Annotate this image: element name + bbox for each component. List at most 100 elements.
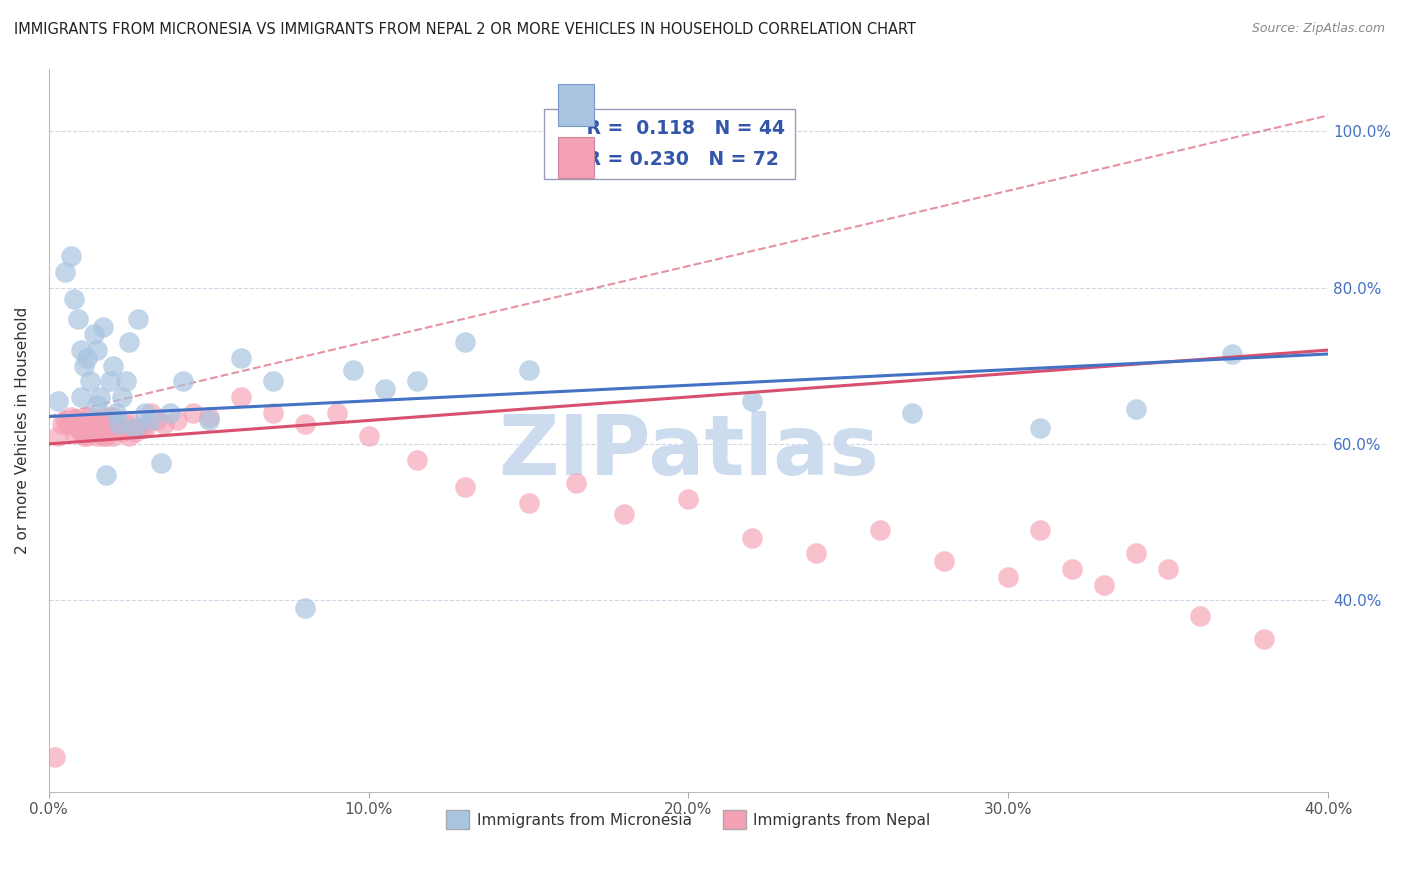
Point (101, 359, 124, 373)
Point (104, 421, 127, 435)
Point (1157, 562, 1180, 576)
Point (56, 417, 79, 432)
Point (69, 417, 91, 432)
Point (806, 546, 828, 560)
Point (101, 429, 124, 443)
Point (121, 417, 143, 432)
Point (1220, 347, 1243, 361)
Point (111, 425, 134, 440)
Point (325, 406, 347, 420)
Point (79, 409, 101, 424)
Point (1125, 401, 1147, 416)
Point (1092, 577, 1115, 591)
Point (91, 319, 114, 334)
Point (73, 359, 96, 373)
Y-axis label: 2 or more Vehicles in Household: 2 or more Vehicles in Household (15, 307, 30, 554)
Point (159, 406, 181, 420)
Point (149, 457, 172, 471)
Point (98, 409, 121, 424)
Point (91, 409, 114, 424)
Point (181, 406, 204, 420)
Point (374, 382, 396, 396)
Point (76, 417, 98, 432)
Point (1029, 523, 1052, 537)
Point (229, 390, 252, 404)
Point (262, 406, 284, 420)
Point (741, 393, 763, 408)
Point (63, 417, 86, 432)
Point (83, 421, 105, 435)
Point (69, 425, 91, 440)
Point (139, 413, 162, 427)
Point (229, 351, 252, 365)
Legend: Immigrants from Micronesia, Immigrants from Nepal: Immigrants from Micronesia, Immigrants f… (440, 804, 936, 835)
Point (1125, 546, 1147, 560)
Point (294, 417, 316, 432)
Point (114, 375, 136, 389)
Point (46, 429, 69, 443)
Point (60, 249, 83, 263)
Point (79, 375, 101, 389)
Point (613, 508, 636, 522)
Point (118, 335, 141, 350)
Point (69, 390, 91, 404)
Point (98, 375, 121, 389)
Point (139, 406, 162, 420)
Point (60, 409, 83, 424)
Point (46, 393, 69, 408)
Point (1029, 421, 1052, 435)
Point (1253, 632, 1275, 647)
Point (91, 429, 114, 443)
Point (83, 327, 105, 342)
Text: ZIPatlas: ZIPatlas (498, 411, 879, 492)
Point (146, 413, 169, 427)
Point (79, 425, 101, 440)
Point (357, 429, 380, 443)
Point (66, 413, 89, 427)
Point (111, 390, 134, 404)
Point (134, 406, 156, 420)
FancyBboxPatch shape (558, 85, 593, 127)
Point (1189, 609, 1212, 624)
Point (405, 375, 427, 389)
Point (96, 417, 118, 432)
Point (51, 417, 73, 432)
Point (741, 531, 763, 545)
Point (73, 429, 96, 443)
Point (517, 495, 540, 509)
Point (108, 417, 131, 432)
Point (98, 425, 121, 440)
Point (197, 413, 219, 427)
Point (172, 375, 194, 389)
Point (69, 343, 91, 357)
Point (104, 406, 127, 420)
Text: Source: ZipAtlas.com: Source: ZipAtlas.com (1251, 22, 1385, 36)
Point (89, 417, 111, 432)
Point (166, 413, 188, 427)
Point (405, 452, 427, 467)
Point (997, 570, 1019, 584)
Text: R =  0.118   N = 44
     R = 0.230   N = 72: R = 0.118 N = 44 R = 0.230 N = 72 (554, 120, 785, 169)
Point (1062, 562, 1084, 576)
Point (101, 409, 124, 424)
Point (63, 292, 86, 306)
Point (44, 749, 66, 764)
Point (124, 421, 146, 435)
Point (108, 421, 131, 435)
Point (453, 335, 475, 350)
Point (73, 409, 96, 424)
Point (453, 480, 475, 494)
Point (342, 362, 364, 376)
Point (197, 409, 219, 424)
Point (63, 425, 86, 440)
Point (86, 429, 108, 443)
Point (127, 421, 149, 435)
Point (60, 417, 83, 432)
Point (127, 311, 149, 326)
Point (901, 406, 924, 420)
Point (565, 476, 588, 491)
Point (124, 425, 146, 440)
Point (86, 343, 108, 357)
Point (86, 398, 108, 412)
Point (89, 425, 111, 440)
